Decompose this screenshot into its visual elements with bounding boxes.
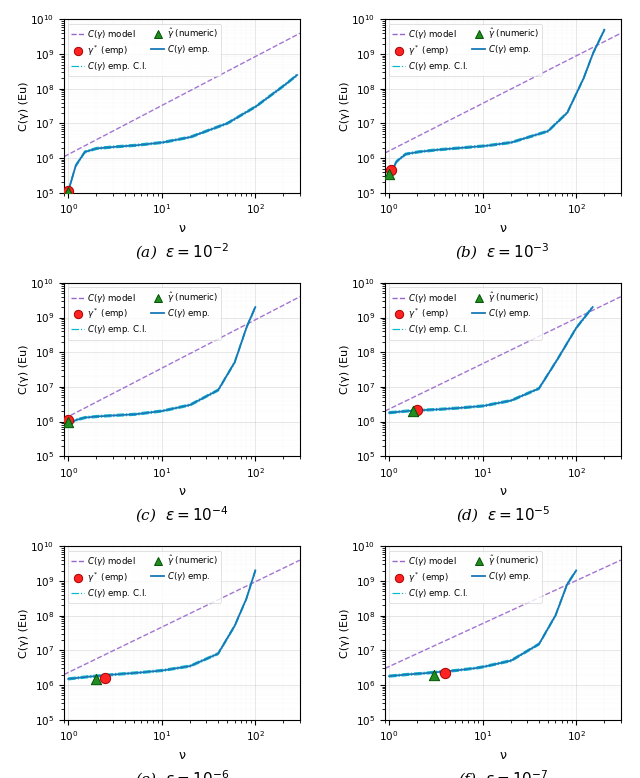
Point (408, 405, 418, 417)
Legend: $C(\gamma)$ model, $\gamma^*$ (emp), $C(\gamma)$ emp. C.I., $\hat{\gamma}$ (nume: $C(\gamma)$ model, $\gamma^*$ (emp), $C(… (68, 287, 221, 339)
Point (386, 164, 396, 177)
Y-axis label: C(γ) (Eu): C(γ) (Eu) (340, 345, 349, 394)
Point (412, 404, 422, 416)
Y-axis label: C(γ) (Eu): C(γ) (Eu) (19, 608, 29, 657)
X-axis label: ν: ν (499, 748, 506, 762)
Legend: $C(\gamma)$ model, $\gamma^*$ (emp), $C(\gamma)$ emp. C.I., $\hat{\gamma}$ (nume: $C(\gamma)$ model, $\gamma^*$ (emp), $C(… (68, 551, 221, 603)
Text: (a)  $\varepsilon = 10^{-2}$: (a) $\varepsilon = 10^{-2}$ (135, 241, 229, 261)
Legend: $C(\gamma)$ model, $\gamma^*$ (emp), $C(\gamma)$ emp. C.I., $\hat{\gamma}$ (nume: $C(\gamma)$ model, $\gamma^*$ (emp), $C(… (389, 24, 542, 76)
Y-axis label: C(γ) (Eu): C(γ) (Eu) (340, 82, 349, 131)
X-axis label: ν: ν (179, 485, 186, 498)
Point (63, 414, 74, 426)
Point (63, 186, 74, 198)
Legend: $C(\gamma)$ model, $\gamma^*$ (emp), $C(\gamma)$ emp. C.I., $\hat{\gamma}$ (nume: $C(\gamma)$ model, $\gamma^*$ (emp), $C(… (389, 551, 542, 603)
Legend: $C(\gamma)$ model, $\gamma^*$ (emp), $C(\gamma)$ emp. C.I., $\hat{\gamma}$ (nume: $C(\gamma)$ model, $\gamma^*$ (emp), $C(… (68, 24, 221, 76)
Point (440, 667, 451, 679)
Text: (c)  $\varepsilon = 10^{-4}$: (c) $\varepsilon = 10^{-4}$ (135, 505, 229, 525)
Text: (f)  $\varepsilon = 10^{-7}$: (f) $\varepsilon = 10^{-7}$ (458, 768, 548, 778)
Y-axis label: C(γ) (Eu): C(γ) (Eu) (340, 608, 349, 657)
Point (92, 673, 102, 685)
X-axis label: ν: ν (179, 222, 186, 235)
Text: (e)  $\varepsilon = 10^{-6}$: (e) $\varepsilon = 10^{-6}$ (135, 768, 229, 778)
Legend: $C(\gamma)$ model, $\gamma^*$ (emp), $C(\gamma)$ emp. C.I., $\hat{\gamma}$ (nume: $C(\gamma)$ model, $\gamma^*$ (emp), $C(… (389, 287, 542, 339)
X-axis label: ν: ν (499, 485, 506, 498)
Y-axis label: C(γ) (Eu): C(γ) (Eu) (19, 345, 29, 394)
Point (384, 168, 394, 180)
X-axis label: ν: ν (179, 748, 186, 762)
X-axis label: ν: ν (499, 222, 506, 235)
Text: (d)  $\varepsilon = 10^{-5}$: (d) $\varepsilon = 10^{-5}$ (456, 505, 550, 525)
Point (63, 415, 74, 428)
Point (429, 669, 439, 682)
Text: (b)  $\varepsilon = 10^{-3}$: (b) $\varepsilon = 10^{-3}$ (456, 241, 550, 261)
Point (100, 671, 111, 684)
Point (63, 185, 74, 198)
Y-axis label: C(γ) (Eu): C(γ) (Eu) (19, 82, 29, 131)
